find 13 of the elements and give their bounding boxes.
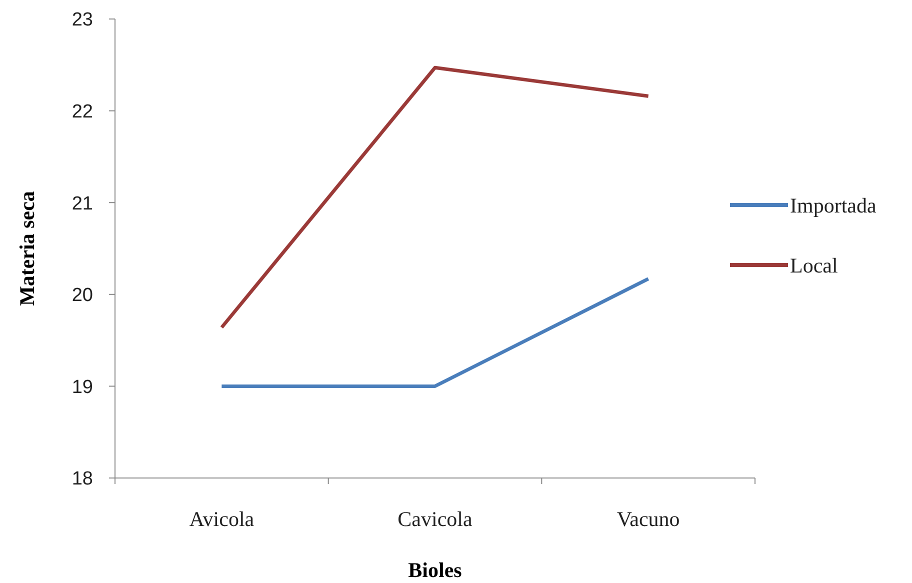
legend-label: Importada [790,193,877,218]
x-axis-title: Bioles [408,558,462,582]
y-tick-label: 20 [72,285,93,306]
x-tick-label: Cavicola [398,507,473,531]
y-axis-title: Materia seca [15,190,39,306]
legend-label: Local [790,253,838,278]
y-tick-label: 22 [72,101,93,122]
y-tick-label: 21 [72,193,93,214]
x-tick-label: Avicola [189,507,255,531]
x-tick-label: Vacuno [616,507,680,531]
y-tick-label: 23 [72,10,93,31]
y-tick-label: 19 [72,376,93,398]
y-tick-label: 18 [72,468,93,490]
